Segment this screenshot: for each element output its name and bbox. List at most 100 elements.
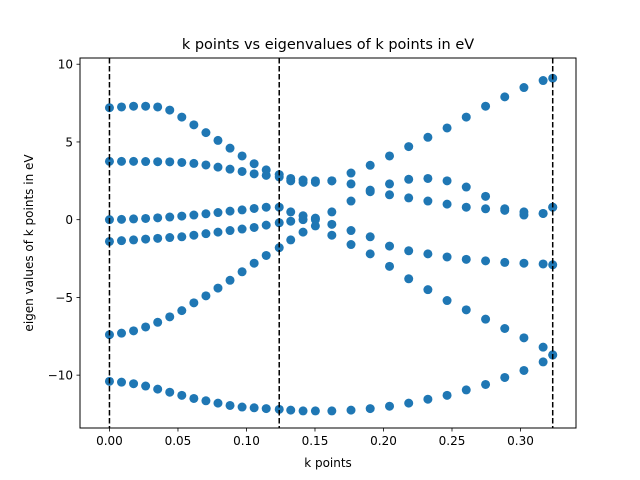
y-tick-label: 0 <box>65 213 73 227</box>
data-point <box>165 233 175 243</box>
data-point <box>310 215 320 225</box>
data-point <box>404 246 414 256</box>
data-point <box>261 202 271 212</box>
data-point <box>213 398 223 408</box>
data-point <box>213 227 223 237</box>
data-point <box>310 221 320 231</box>
data-point <box>153 384 163 394</box>
series-2 <box>104 173 558 340</box>
x-tick-label: 0.10 <box>233 434 260 448</box>
x-axis: 0.00 0.05 0.10 0.15 0.20 0.25 0.30 <box>96 428 534 448</box>
data-point <box>442 176 452 186</box>
data-point <box>461 385 471 395</box>
data-point <box>442 390 452 400</box>
data-point <box>165 212 175 222</box>
data-point <box>225 400 235 410</box>
data-point <box>177 157 187 167</box>
data-point <box>201 209 211 219</box>
data-point <box>442 296 452 306</box>
series-6 <box>104 73 558 187</box>
data-point <box>481 204 491 214</box>
data-point <box>298 227 308 237</box>
series-1 <box>104 350 558 416</box>
data-point <box>261 165 271 175</box>
data-point <box>442 123 452 133</box>
data-point <box>129 379 139 389</box>
data-point <box>538 76 548 86</box>
data-point <box>249 258 259 268</box>
data-point <box>481 256 491 266</box>
data-point <box>177 112 187 122</box>
data-point <box>274 404 284 414</box>
data-point <box>519 207 529 217</box>
y-tick-label: 10 <box>58 58 73 72</box>
data-point <box>237 166 247 176</box>
data-point <box>213 283 223 293</box>
data-point <box>165 157 175 167</box>
data-point <box>249 203 259 213</box>
y-tick-label: −10 <box>48 369 73 383</box>
data-point <box>141 381 151 391</box>
data-point <box>117 236 127 246</box>
data-point <box>165 105 175 115</box>
data-point <box>310 177 320 187</box>
data-point <box>538 259 548 269</box>
data-point <box>189 230 199 240</box>
data-point <box>461 305 471 315</box>
data-point <box>404 142 414 152</box>
data-point <box>385 241 395 251</box>
data-point <box>249 403 259 413</box>
data-point <box>177 211 187 221</box>
data-point <box>286 405 296 415</box>
data-point <box>404 174 414 184</box>
data-point <box>365 249 375 259</box>
data-point <box>177 390 187 400</box>
data-point <box>500 324 510 333</box>
data-point <box>365 232 375 242</box>
data-point <box>461 112 471 122</box>
data-point <box>365 160 375 170</box>
data-point <box>237 205 247 215</box>
y-tick-label: 5 <box>65 135 73 149</box>
y-tick-label: −5 <box>55 291 73 305</box>
data-point <box>153 317 163 327</box>
data-point <box>346 196 356 206</box>
data-point <box>310 406 320 416</box>
data-point <box>404 398 414 408</box>
data-point <box>286 207 296 217</box>
data-point <box>346 405 356 415</box>
data-point <box>153 213 163 223</box>
data-point <box>500 372 510 382</box>
data-point <box>129 156 139 166</box>
data-point <box>213 208 223 218</box>
data-point <box>261 404 271 414</box>
data-point <box>189 210 199 220</box>
data-point <box>213 162 223 172</box>
data-point <box>548 260 558 270</box>
data-point <box>423 173 433 183</box>
data-point <box>249 159 259 169</box>
x-tick-label: 0.05 <box>165 434 192 448</box>
data-point <box>365 404 375 414</box>
data-point <box>129 214 139 224</box>
data-point <box>519 83 529 93</box>
y-axis: −10 −5 0 5 10 <box>48 58 80 383</box>
data-point <box>423 196 433 206</box>
series-3 <box>104 213 558 360</box>
plot-frame <box>79 57 577 429</box>
data-point <box>346 240 356 250</box>
data-point <box>346 226 356 236</box>
data-point <box>481 314 491 324</box>
data-point <box>153 157 163 167</box>
data-point <box>327 219 337 229</box>
data-point <box>461 182 471 192</box>
data-point <box>327 230 337 240</box>
data-point <box>104 236 114 246</box>
data-point <box>423 394 433 404</box>
data-point <box>481 379 491 389</box>
data-point <box>423 249 433 259</box>
data-point <box>165 387 175 397</box>
data-point <box>141 322 151 332</box>
data-point <box>117 377 127 387</box>
